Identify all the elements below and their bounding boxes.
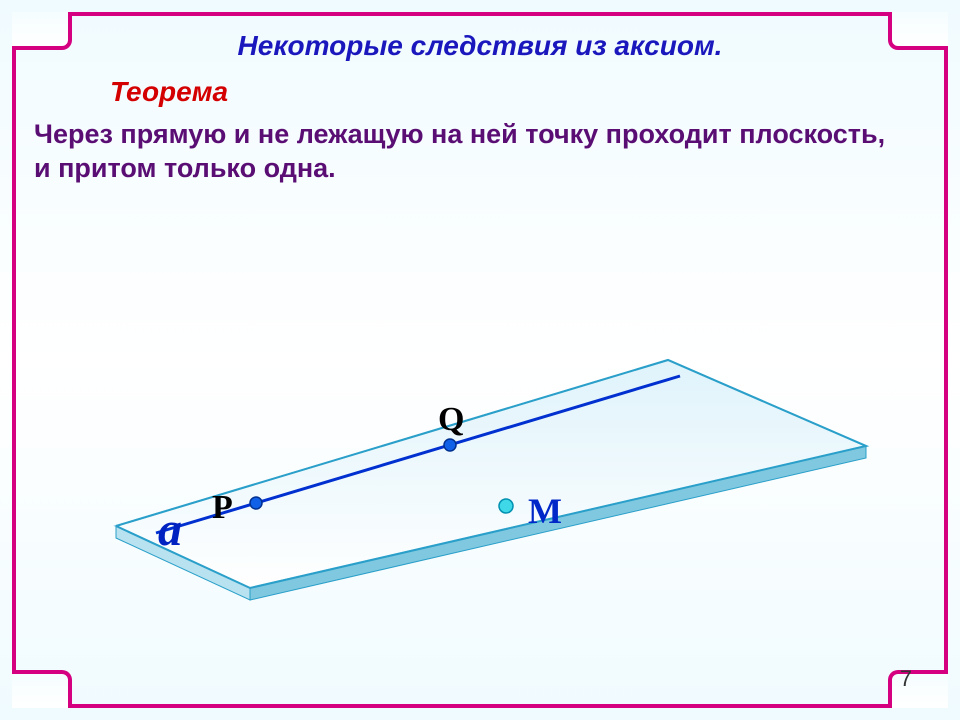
point-p — [250, 497, 262, 509]
frame-notch — [12, 670, 72, 708]
label-p: P — [212, 489, 233, 527]
point-m — [499, 499, 513, 513]
page-number: 7 — [900, 666, 912, 692]
slide-title: Некоторые следствия из аксиом. — [0, 30, 960, 62]
diagram-svg — [40, 340, 900, 620]
theorem-label: Теорема — [110, 76, 228, 108]
label-m: М — [528, 490, 562, 532]
point-q — [444, 439, 456, 451]
label-q: Q — [438, 401, 464, 439]
frame-notch — [888, 670, 948, 708]
label-line-a: a — [158, 502, 182, 557]
theorem-statement: Через прямую и не лежащую на ней точку п… — [34, 118, 900, 186]
geometry-diagram: P Q М a — [40, 340, 900, 620]
